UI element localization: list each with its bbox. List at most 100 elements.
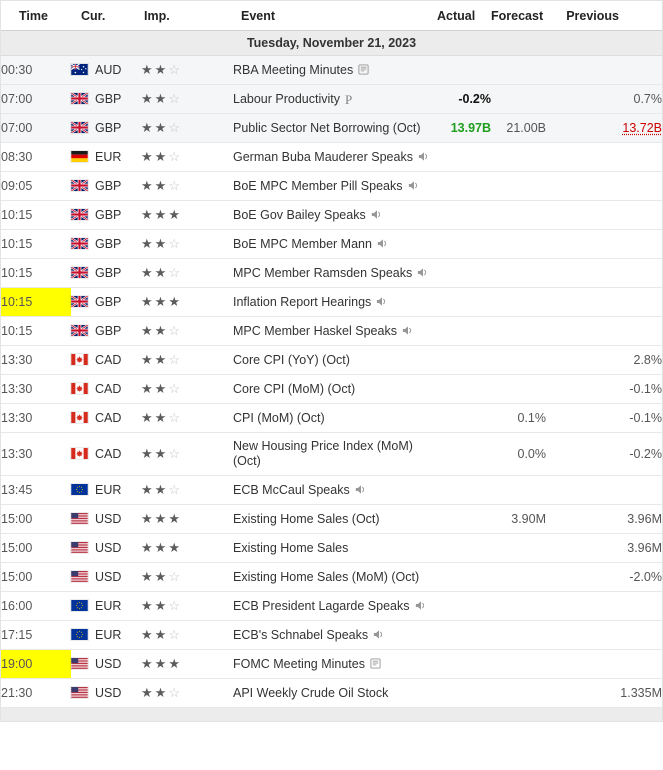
star-filled-icon: ★: [154, 381, 169, 396]
table-row[interactable]: 00:30 AUD ★★☆ RBA Meeting Minutes: [1, 55, 662, 85]
star-empty-icon: ☆: [168, 410, 182, 425]
star-empty-icon: ☆: [168, 323, 182, 338]
event-link[interactable]: Existing Home Sales: [233, 540, 349, 555]
star-filled-icon: ★: [141, 446, 155, 461]
event-time: 10:15: [1, 265, 33, 280]
table-row[interactable]: 07:00 GBP ★★☆ Labour Productivity P -0.2%…: [1, 84, 662, 114]
event-link[interactable]: Inflation Report Hearings: [233, 294, 372, 309]
table-row[interactable]: 13:30 CAD ★★☆ New Housing Price Index (M…: [1, 432, 662, 476]
star-filled-icon: ★: [141, 120, 155, 135]
speaker-icon: [355, 484, 367, 495]
table-row[interactable]: 15:00 USD ★★☆ Existing Home Sales (MoM) …: [1, 562, 662, 592]
star-filled-icon: ★: [141, 236, 155, 251]
star-filled-icon: ★: [141, 627, 155, 642]
importance-stars: ★★☆: [141, 113, 233, 143]
event-link[interactable]: BoE MPC Member Mann: [233, 236, 372, 251]
event-link[interactable]: Core CPI (YoY) (Oct): [233, 352, 350, 367]
star-filled-icon: ★: [141, 482, 155, 497]
event-link[interactable]: BoE MPC Member Pill Speaks: [233, 178, 403, 193]
table-row[interactable]: 15:00 USD ★★★ Existing Home Sales 3.96M: [1, 533, 662, 563]
table-row[interactable]: 13:30 CAD ★★☆ Core CPI (MoM) (Oct) -0.1%: [1, 374, 662, 404]
table-row[interactable]: 10:15 GBP ★★☆ BoE MPC Member Mann: [1, 229, 662, 259]
star-filled-icon: ★: [154, 540, 169, 555]
event-link[interactable]: ECB's Schnabel Speaks: [233, 627, 369, 642]
star-filled-icon: ★: [154, 265, 169, 280]
star-filled-icon: ★: [141, 352, 155, 367]
gb-flag-icon: [71, 266, 88, 278]
star-filled-icon: ★: [141, 381, 155, 396]
event-time: 10:15: [1, 236, 33, 251]
star-filled-icon: ★: [154, 598, 169, 613]
event-link[interactable]: Public Sector Net Borrowing (Oct): [233, 120, 421, 135]
star-filled-icon: ★: [141, 294, 155, 309]
column-header-actual: Actual: [437, 1, 491, 31]
report-icon: [358, 63, 369, 75]
table-row[interactable]: 13:30 CAD ★★☆ CPI (MoM) (Oct) 0.1% -0.1%: [1, 403, 662, 433]
importance-stars: ★★☆: [141, 475, 233, 505]
currency-code: USD: [95, 540, 122, 555]
previous-value: 2.8%: [633, 352, 663, 367]
event-time: 08:30: [1, 149, 33, 164]
table-row[interactable]: 10:15 GBP ★★☆ MPC Member Haskel Speaks: [1, 316, 662, 346]
report-icon: [370, 657, 381, 669]
speaker-icon: [402, 325, 414, 336]
ca-flag-icon: [71, 447, 88, 459]
event-time: 13:30: [1, 381, 33, 396]
star-empty-icon: ☆: [168, 569, 182, 584]
currency-code: USD: [95, 685, 122, 700]
event-link[interactable]: MPC Member Ramsden Speaks: [233, 265, 413, 280]
event-link[interactable]: CPI (MoM) (Oct): [233, 410, 325, 425]
table-row[interactable]: 16:00 EUR ★★☆ ECB President Lagarde Spea…: [1, 591, 662, 621]
event-link[interactable]: API Weekly Crude Oil Stock: [233, 685, 389, 700]
event-time: 17:15: [1, 627, 33, 642]
us-flag-icon: [71, 657, 88, 669]
event-time: 19:00: [1, 656, 33, 671]
star-filled-icon: ★: [154, 410, 169, 425]
table-row[interactable]: 07:00 GBP ★★☆ Public Sector Net Borrowin…: [1, 113, 662, 143]
star-filled-icon: ★: [141, 511, 155, 526]
table-row[interactable]: 19:00 USD ★★★ FOMC Meeting Minutes: [1, 649, 662, 679]
star-filled-icon: ★: [141, 265, 155, 280]
star-filled-icon: ★: [154, 149, 169, 164]
event-link[interactable]: Labour Productivity: [233, 91, 341, 106]
event-link[interactable]: FOMC Meeting Minutes: [233, 656, 365, 671]
event-link[interactable]: BoE Gov Bailey Speaks: [233, 207, 366, 222]
event-link[interactable]: German Buba Mauderer Speaks: [233, 149, 413, 164]
star-filled-icon: ★: [154, 511, 169, 526]
table-row[interactable]: 10:15 GBP ★★☆ MPC Member Ramsden Speaks: [1, 258, 662, 288]
table-row[interactable]: 09:05 GBP ★★☆ BoE MPC Member Pill Speaks: [1, 171, 662, 201]
event-time: 13:30: [1, 352, 33, 367]
event-time: 21:30: [1, 685, 33, 700]
next-date-separator-partial: [1, 707, 662, 721]
table-row[interactable]: 13:30 CAD ★★☆ Core CPI (YoY) (Oct) 2.8%: [1, 345, 663, 375]
table-row[interactable]: 08:30 EUR ★★☆ German Buba Mauderer Speak…: [1, 142, 662, 172]
au-flag-icon: [71, 63, 88, 75]
importance-stars: ★★☆: [141, 403, 233, 433]
date-separator-label: Tuesday, November 21, 2023: [1, 30, 662, 56]
table-row[interactable]: 17:15 EUR ★★☆ ECB's Schnabel Speaks: [1, 620, 662, 650]
star-filled-icon: ★: [168, 207, 182, 222]
event-link[interactable]: ECB McCaul Speaks: [233, 482, 350, 497]
event-link[interactable]: ECB President Lagarde Speaks: [233, 598, 410, 613]
ca-flag-icon: [71, 411, 88, 423]
event-time: 15:00: [1, 569, 33, 584]
star-filled-icon: ★: [141, 656, 155, 671]
importance-stars: ★★☆: [141, 591, 233, 621]
event-link[interactable]: Existing Home Sales (Oct): [233, 511, 380, 526]
event-link[interactable]: MPC Member Haskel Speaks: [233, 323, 397, 338]
event-link[interactable]: Core CPI (MoM) (Oct): [233, 381, 356, 396]
currency-code: GBP: [95, 120, 122, 135]
event-time: 10:15: [1, 294, 33, 309]
table-row[interactable]: 10:15 GBP ★★★ Inflation Report Hearings: [1, 287, 662, 317]
event-link[interactable]: RBA Meeting Minutes: [233, 62, 354, 77]
table-row[interactable]: 15:00 USD ★★★ Existing Home Sales (Oct) …: [1, 504, 662, 534]
us-flag-icon: [71, 686, 88, 698]
importance-stars: ★★☆: [141, 432, 233, 476]
table-row[interactable]: 21:30 USD ★★☆ API Weekly Crude Oil Stock…: [1, 678, 662, 708]
event-link[interactable]: New Housing Price Index (MoM) (Oct): [233, 439, 413, 468]
table-row[interactable]: 13:45 EUR ★★☆ ECB McCaul Speaks: [1, 475, 662, 505]
event-link[interactable]: Existing Home Sales (MoM) (Oct): [233, 569, 420, 584]
table-row[interactable]: 10:15 GBP ★★★ BoE Gov Bailey Speaks: [1, 200, 662, 230]
importance-stars: ★★★: [141, 200, 233, 230]
event-time: 16:00: [1, 598, 33, 613]
